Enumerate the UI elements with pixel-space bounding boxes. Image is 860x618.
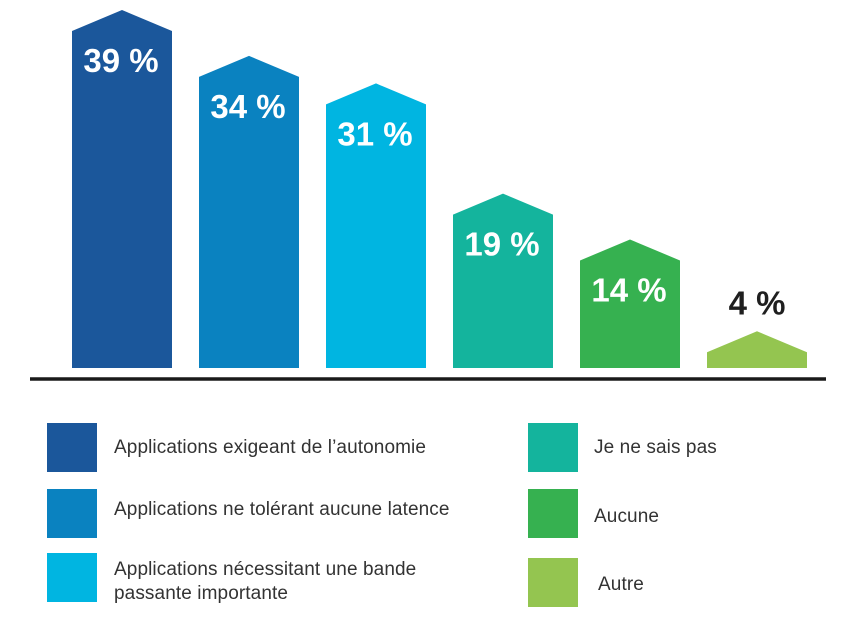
data-label-autonomy: 39 % <box>83 42 158 79</box>
bar-none <box>580 239 680 368</box>
data-label-bandwidth: 31 % <box>337 115 412 152</box>
data-label-none: 14 % <box>591 271 666 308</box>
bar-dont-know <box>453 193 553 368</box>
bar-latency <box>199 55 299 369</box>
data-labels-group: 39 % 34 % 31 % 19 % 14 % 4 % <box>83 42 785 321</box>
bar-bandwidth <box>326 83 426 368</box>
bar-autonomy <box>72 10 172 368</box>
data-label-latency: 34 % <box>210 88 285 125</box>
bar-other <box>707 331 807 368</box>
data-label-dont-know: 19 % <box>464 226 539 263</box>
bars-group <box>72 10 807 369</box>
data-label-other: 4 % <box>729 284 786 321</box>
